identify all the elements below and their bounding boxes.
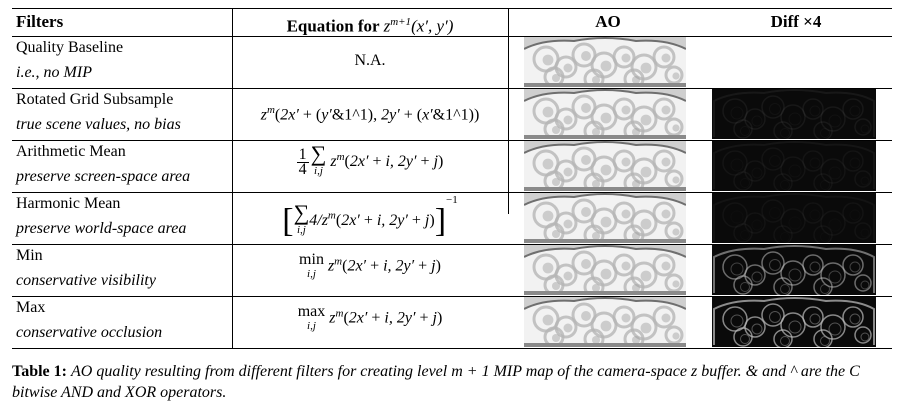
- header-equation-prefix: Equation for: [286, 16, 384, 36]
- ao-thumbnail: [524, 297, 686, 347]
- ao-thumbnail: [524, 193, 686, 243]
- header-diff: Diff ×4: [770, 12, 822, 31]
- caption-label: Table 1:: [12, 363, 67, 380]
- filter-name: Arithmetic Mean: [16, 143, 126, 160]
- equation-arithmetic-mean: 1 4 ∑ i,j zm(2x′ + i, 2y′ + j): [296, 141, 444, 178]
- header-filters: Filters: [16, 12, 64, 31]
- equation-min: min i,j zm(2x′ + i, 2y′ + j): [299, 251, 441, 281]
- equation-harmonic-mean: [∑ i,j 4/zm(2x′ + i, 2y′ + j)]−1: [282, 194, 458, 240]
- equation-max: max i,j zm(2x′ + i, 2y′ + j): [297, 303, 443, 333]
- row-rule: [12, 88, 892, 89]
- table-caption: Table 1: AO quality resulting from diffe…: [12, 361, 895, 403]
- diff-thumbnail: [712, 193, 876, 243]
- diff-thumbnail: [712, 297, 876, 347]
- ao-thumbnail: [524, 245, 686, 295]
- filter-name: Harmonic Mean: [16, 195, 121, 212]
- filter-note: conservative occlusion: [16, 324, 163, 341]
- header-ao: AO: [595, 12, 621, 31]
- row-rule: [12, 244, 892, 245]
- filter-name: Quality Baseline: [16, 39, 124, 56]
- diff-thumbnail: [712, 89, 876, 139]
- table-bottom-rule: [12, 348, 892, 349]
- header-equation-args: (x′, y′): [411, 16, 454, 36]
- filter-note: true scene values, no bias: [16, 116, 181, 133]
- filter-note: preserve world-space area: [16, 220, 187, 237]
- filter-name: Rotated Grid Subsample: [16, 91, 174, 108]
- filter-name: Max: [16, 299, 46, 316]
- caption-text: AO quality resulting from different filt…: [12, 363, 860, 401]
- row-rule: [12, 192, 892, 193]
- row-rule: [12, 140, 892, 141]
- table-top-rule: [12, 8, 892, 9]
- equation-na: N.A.: [354, 52, 386, 69]
- diff-thumbnail: [712, 141, 876, 191]
- header-equation: Equation for zm+1(x′, y′): [232, 8, 508, 36]
- header-rule: [12, 36, 892, 37]
- header-equation-math: z: [383, 16, 391, 36]
- filter-note: conservative visibility: [16, 272, 156, 289]
- ao-thumbnail: [524, 37, 686, 87]
- column-divider: [508, 8, 509, 214]
- row-rule: [12, 296, 892, 297]
- equation-rotated-grid: zm(2x′ + (y′&1^1), 2y′ + (x′&1^1)): [260, 104, 480, 124]
- diff-thumbnail: [712, 245, 876, 295]
- ao-thumbnail: [524, 141, 686, 191]
- filter-note: i.e., no MIP: [16, 64, 92, 81]
- filter-note: preserve screen-space area: [16, 168, 191, 185]
- ao-thumbnail: [524, 89, 686, 139]
- header-equation-sup: m+1: [390, 16, 412, 28]
- column-divider: [232, 8, 233, 348]
- filter-name: Min: [16, 247, 43, 264]
